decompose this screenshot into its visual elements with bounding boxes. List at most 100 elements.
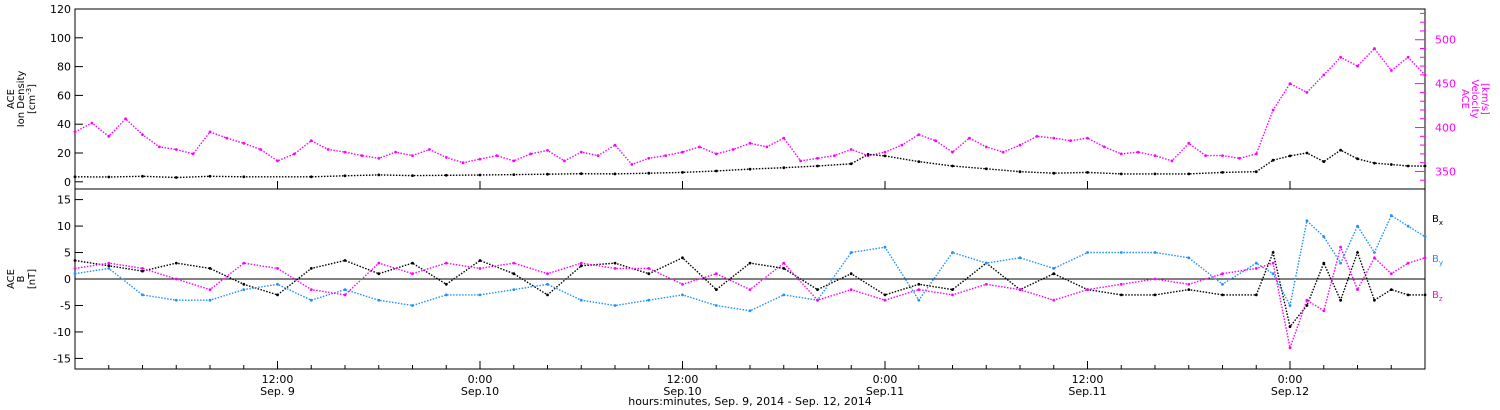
bx-point	[849, 272, 853, 276]
velocity-tick-label: 350	[1435, 165, 1456, 178]
velocity-point	[883, 150, 887, 154]
bz-point	[73, 267, 77, 270]
ion-density-point	[309, 175, 313, 179]
velocity-point	[293, 152, 296, 156]
velocity-axis: 350 400 450 500	[1415, 12, 1456, 181]
by-point	[73, 272, 77, 276]
velocity-point	[191, 152, 195, 156]
bz-point	[512, 261, 516, 265]
x-axis-label: hours:minutes, Sep. 9, 2014 - Sep. 12, 2…	[628, 395, 872, 408]
x-tick-date: Sep.10	[461, 385, 499, 398]
bz-point	[579, 261, 583, 265]
bz-point	[1288, 346, 1292, 350]
ion-density-point	[1254, 170, 1258, 174]
bx-point	[343, 259, 347, 262]
bx-point	[613, 261, 617, 265]
by-point	[1153, 251, 1157, 254]
bz-point	[141, 267, 144, 270]
velocity-point	[394, 150, 397, 154]
by-point	[1406, 224, 1410, 228]
bx-point	[1119, 293, 1123, 297]
velocity-point	[1187, 141, 1191, 145]
velocity-point	[174, 148, 178, 151]
velocity-point	[647, 156, 651, 160]
ion-density-point	[1322, 160, 1326, 164]
b-tick-label: -10	[53, 326, 71, 339]
velocity-point	[242, 141, 246, 145]
bx-point	[816, 288, 819, 291]
bx-point	[1322, 261, 1326, 265]
velocity-point	[833, 154, 836, 158]
ion-density-point	[1288, 154, 1292, 158]
by-trace	[74, 214, 1426, 312]
velocity-axis-label-title: Velocity	[1469, 79, 1480, 118]
velocity-point	[1170, 159, 1174, 163]
ion-density-point	[1406, 164, 1410, 168]
velocity-point	[968, 136, 971, 140]
bz-point	[478, 267, 482, 270]
by-point	[1254, 261, 1258, 265]
bz-point	[883, 298, 887, 302]
bx-point	[242, 282, 246, 286]
ion-density-point	[866, 153, 870, 156]
velocity-point	[698, 145, 701, 149]
ion-density-point	[377, 173, 381, 177]
by-point	[107, 267, 111, 270]
by-point	[343, 288, 347, 291]
by-point	[1356, 224, 1359, 228]
by-point	[141, 293, 144, 297]
x-tick-date: Sep.11	[866, 385, 904, 398]
velocity-point	[579, 150, 583, 154]
by-point	[748, 309, 752, 313]
by-point	[1018, 256, 1022, 260]
bx-point	[748, 261, 752, 265]
bx-point	[1187, 288, 1191, 291]
velocity-point	[917, 133, 921, 137]
b-axis-label-ace: ACE	[6, 269, 17, 289]
velocity-point	[1305, 91, 1309, 94]
velocity-point	[1035, 134, 1039, 138]
bz-point	[1356, 288, 1359, 291]
bz-point	[1271, 261, 1275, 265]
by-point	[647, 298, 651, 302]
ion-density-point	[444, 173, 448, 177]
bz-point	[951, 293, 954, 297]
b-legend: Bx By Bz	[1432, 214, 1443, 303]
bz-point	[1339, 245, 1342, 249]
velocity-point	[1322, 73, 1326, 77]
bx-point	[1373, 298, 1376, 302]
bottom-panel-data	[73, 214, 1427, 351]
velocity-point	[1339, 55, 1342, 59]
bx-point	[208, 267, 212, 270]
velocity-point	[1153, 154, 1157, 158]
density-axis-label-title: Ion Density	[16, 71, 27, 128]
top-panel-data	[73, 47, 1427, 179]
b-tick-label: 10	[57, 220, 71, 233]
ion-density-point	[1271, 158, 1275, 162]
velocity-point	[377, 156, 381, 160]
by-point	[849, 251, 853, 254]
velocity-point	[934, 139, 937, 143]
bx-point	[1406, 293, 1410, 297]
velocity-tick-label: 400	[1435, 122, 1456, 135]
by-point	[681, 293, 684, 297]
velocity-point	[731, 148, 735, 151]
density-tick-label: 20	[57, 147, 71, 160]
ion-density-point	[174, 176, 178, 179]
bz-point	[1086, 288, 1089, 291]
velocity-point	[444, 156, 448, 159]
velocity-point	[124, 117, 127, 121]
ion-density-point	[107, 175, 111, 179]
density-tick-label: 120	[50, 3, 71, 16]
velocity-point	[90, 121, 94, 125]
x-tick-date: Sep. 9	[260, 385, 295, 398]
by-point	[1086, 251, 1089, 254]
density-axis-label-unit: [cm-3]	[25, 84, 38, 114]
velocity-point	[326, 148, 330, 151]
ion-density-point	[1373, 161, 1376, 165]
ion-density-point	[849, 162, 853, 166]
velocity-point	[546, 149, 549, 152]
by-point	[444, 293, 448, 297]
